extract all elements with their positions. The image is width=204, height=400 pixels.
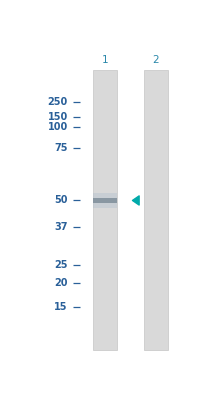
Bar <box>93 70 116 350</box>
Text: 15: 15 <box>54 302 67 312</box>
Text: 1: 1 <box>101 55 108 65</box>
Text: 25: 25 <box>54 260 67 270</box>
Bar <box>93 198 116 203</box>
Text: 2: 2 <box>152 55 159 65</box>
Text: 100: 100 <box>47 122 67 132</box>
Text: 20: 20 <box>54 278 67 288</box>
Text: 250: 250 <box>47 97 67 107</box>
Text: 150: 150 <box>47 112 67 122</box>
Text: 75: 75 <box>54 143 67 153</box>
Bar <box>93 193 116 208</box>
Text: 37: 37 <box>54 222 67 232</box>
Bar <box>143 70 167 350</box>
Text: 50: 50 <box>54 196 67 206</box>
